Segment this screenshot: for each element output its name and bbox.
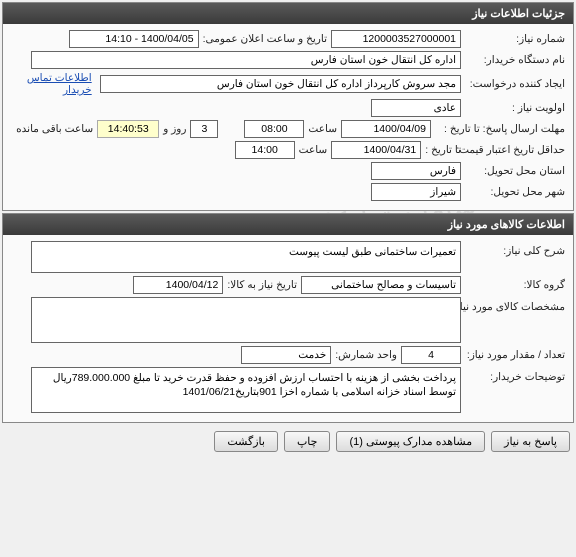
need-details-panel: جزئیات اطلاعات نیاز شماره نیاز: تاریخ و … xyxy=(2,2,574,211)
validity-label: حداقل تاریخ اعتبار قیمت: xyxy=(465,144,565,156)
buyer-notes-field xyxy=(31,367,461,413)
buyer-notes-label: توضیحات خریدار: xyxy=(465,367,565,383)
group-field xyxy=(301,276,461,294)
spec-field xyxy=(31,297,461,343)
goods-info-panel: اطلاعات کالاهای مورد نیاز شرح کلی نیاز: … xyxy=(2,213,574,423)
attachments-button[interactable]: مشاهده مدارک پیوستی (1) xyxy=(336,431,485,452)
priority-label: اولویت نیاز : xyxy=(465,102,565,114)
deadline-time-field xyxy=(244,120,304,138)
goods-info-header: اطلاعات کالاهای مورد نیاز xyxy=(3,214,573,235)
deadline-date-field xyxy=(341,120,431,138)
spec-label: مشخصات کالای مورد نیاز: xyxy=(465,297,565,313)
announce-field xyxy=(69,30,199,48)
buyer-org-label: نام دستگاه خریدار: xyxy=(465,54,565,66)
days-remain-field xyxy=(190,120,218,138)
need-date-field xyxy=(133,276,223,294)
action-bar: پاسخ به نیاز مشاهده مدارک پیوستی (1) چاپ… xyxy=(0,425,576,458)
countdown-timer: 14:40:53 xyxy=(97,120,159,138)
deadline-time-label: ساعت xyxy=(308,123,337,135)
days-label: روز و xyxy=(163,123,186,135)
unit-label: واحد شمارش: xyxy=(335,349,397,361)
desc-label: شرح کلی نیاز: xyxy=(465,241,565,257)
qty-label: تعداد / مقدار مورد نیاز: xyxy=(465,349,565,361)
need-no-label: شماره نیاز: xyxy=(465,33,565,45)
remain-label: ساعت باقی مانده xyxy=(16,123,93,135)
priority-field xyxy=(371,99,461,117)
buyer-org-field xyxy=(31,51,461,69)
validity-time-label: ساعت xyxy=(299,144,328,156)
back-button[interactable]: بازگشت xyxy=(214,431,278,452)
city-field xyxy=(371,183,461,201)
validity-to-label: تا تاریخ : xyxy=(425,144,461,156)
requester-label: ایجاد کننده درخواست: xyxy=(465,78,565,90)
group-label: گروه کالا: xyxy=(465,279,565,291)
desc-field xyxy=(31,241,461,273)
print-button[interactable]: چاپ xyxy=(284,431,331,452)
validity-date-field xyxy=(331,141,421,159)
validity-time-field xyxy=(235,141,295,159)
need-no-field xyxy=(331,30,461,48)
qty-field xyxy=(401,346,461,364)
announce-label: تاریخ و ساعت اعلان عمومی: xyxy=(203,33,327,45)
province-label: استان محل تحویل: xyxy=(465,165,565,177)
deadline-label: مهلت ارسال پاسخ: تا تاریخ : xyxy=(435,123,565,135)
unit-field xyxy=(241,346,331,364)
requester-field xyxy=(100,75,461,93)
province-field xyxy=(371,162,461,180)
contact-link[interactable]: اطلاعات تماس خریدار xyxy=(11,72,92,96)
need-details-header: جزئیات اطلاعات نیاز xyxy=(3,3,573,24)
respond-button[interactable]: پاسخ به نیاز xyxy=(491,431,570,452)
need-date-label: تاریخ نیاز به کالا: xyxy=(227,279,297,291)
city-label: شهر محل تحویل: xyxy=(465,186,565,198)
